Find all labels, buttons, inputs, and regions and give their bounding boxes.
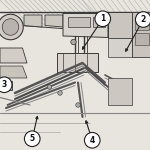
Circle shape (0, 77, 12, 93)
Circle shape (47, 85, 52, 89)
Circle shape (76, 103, 80, 107)
Circle shape (2, 19, 19, 35)
Polygon shape (135, 18, 148, 30)
Circle shape (84, 132, 100, 148)
Circle shape (71, 39, 76, 45)
Polygon shape (108, 38, 132, 57)
Circle shape (58, 91, 62, 95)
Circle shape (24, 131, 40, 147)
Polygon shape (132, 12, 150, 57)
Circle shape (95, 11, 111, 27)
Polygon shape (0, 66, 27, 78)
Polygon shape (93, 16, 105, 27)
Polygon shape (108, 12, 132, 38)
Text: 5: 5 (30, 134, 35, 143)
Polygon shape (0, 48, 27, 63)
Text: 3: 3 (2, 80, 7, 89)
Circle shape (135, 12, 150, 27)
Polygon shape (108, 78, 132, 105)
Polygon shape (135, 33, 148, 45)
Polygon shape (57, 52, 98, 72)
Polygon shape (0, 81, 12, 90)
Polygon shape (45, 15, 63, 27)
Polygon shape (68, 16, 90, 27)
Polygon shape (63, 14, 108, 38)
Circle shape (0, 14, 23, 40)
Polygon shape (24, 15, 42, 27)
Text: 2: 2 (141, 15, 146, 24)
Text: 4: 4 (90, 136, 95, 145)
Text: 1: 1 (100, 14, 105, 23)
